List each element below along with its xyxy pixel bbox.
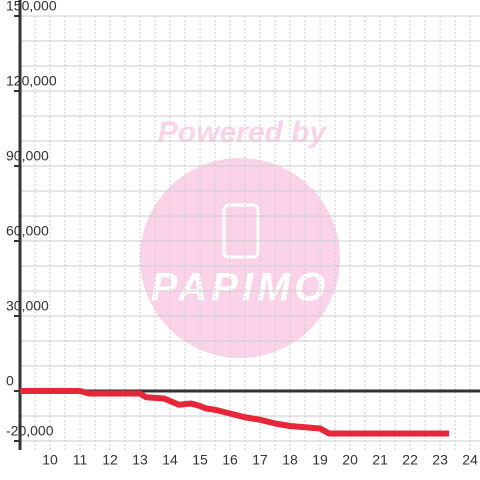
x-tick-label: 19 (312, 452, 328, 468)
y-tick-label: -20,000 (6, 423, 54, 439)
y-tick-label: 0 (6, 373, 14, 389)
y-tick-label: 90,000 (6, 148, 49, 164)
x-tick-label: 14 (162, 452, 178, 468)
x-tick-label: 10 (42, 452, 58, 468)
x-tick-label: 15 (192, 452, 208, 468)
x-tick-label: 16 (222, 452, 238, 468)
x-tick-label: 12 (102, 452, 118, 468)
watermark-icon (222, 203, 260, 259)
y-tick-label: 60,000 (6, 223, 49, 239)
x-tick-label: 11 (73, 452, 88, 468)
x-tick-label: 20 (342, 452, 358, 468)
x-tick-label: 21 (372, 452, 388, 468)
watermark-logo: PAPIMO (151, 266, 330, 310)
y-tick-label: 150,000 (6, 0, 57, 14)
data-line (20, 388, 450, 437)
y-tick-label: 120,000 (6, 73, 57, 89)
x-tick-label: 24 (462, 452, 478, 468)
x-tick-label: 13 (132, 452, 148, 468)
watermark-text: Powered by (158, 116, 328, 149)
x-tick-label: 23 (432, 452, 448, 468)
y-tick-label: 30,000 (6, 298, 49, 314)
x-tick-label: 22 (402, 452, 418, 468)
x-tick-label: 17 (252, 452, 268, 468)
x-tick-label: 18 (282, 452, 298, 468)
